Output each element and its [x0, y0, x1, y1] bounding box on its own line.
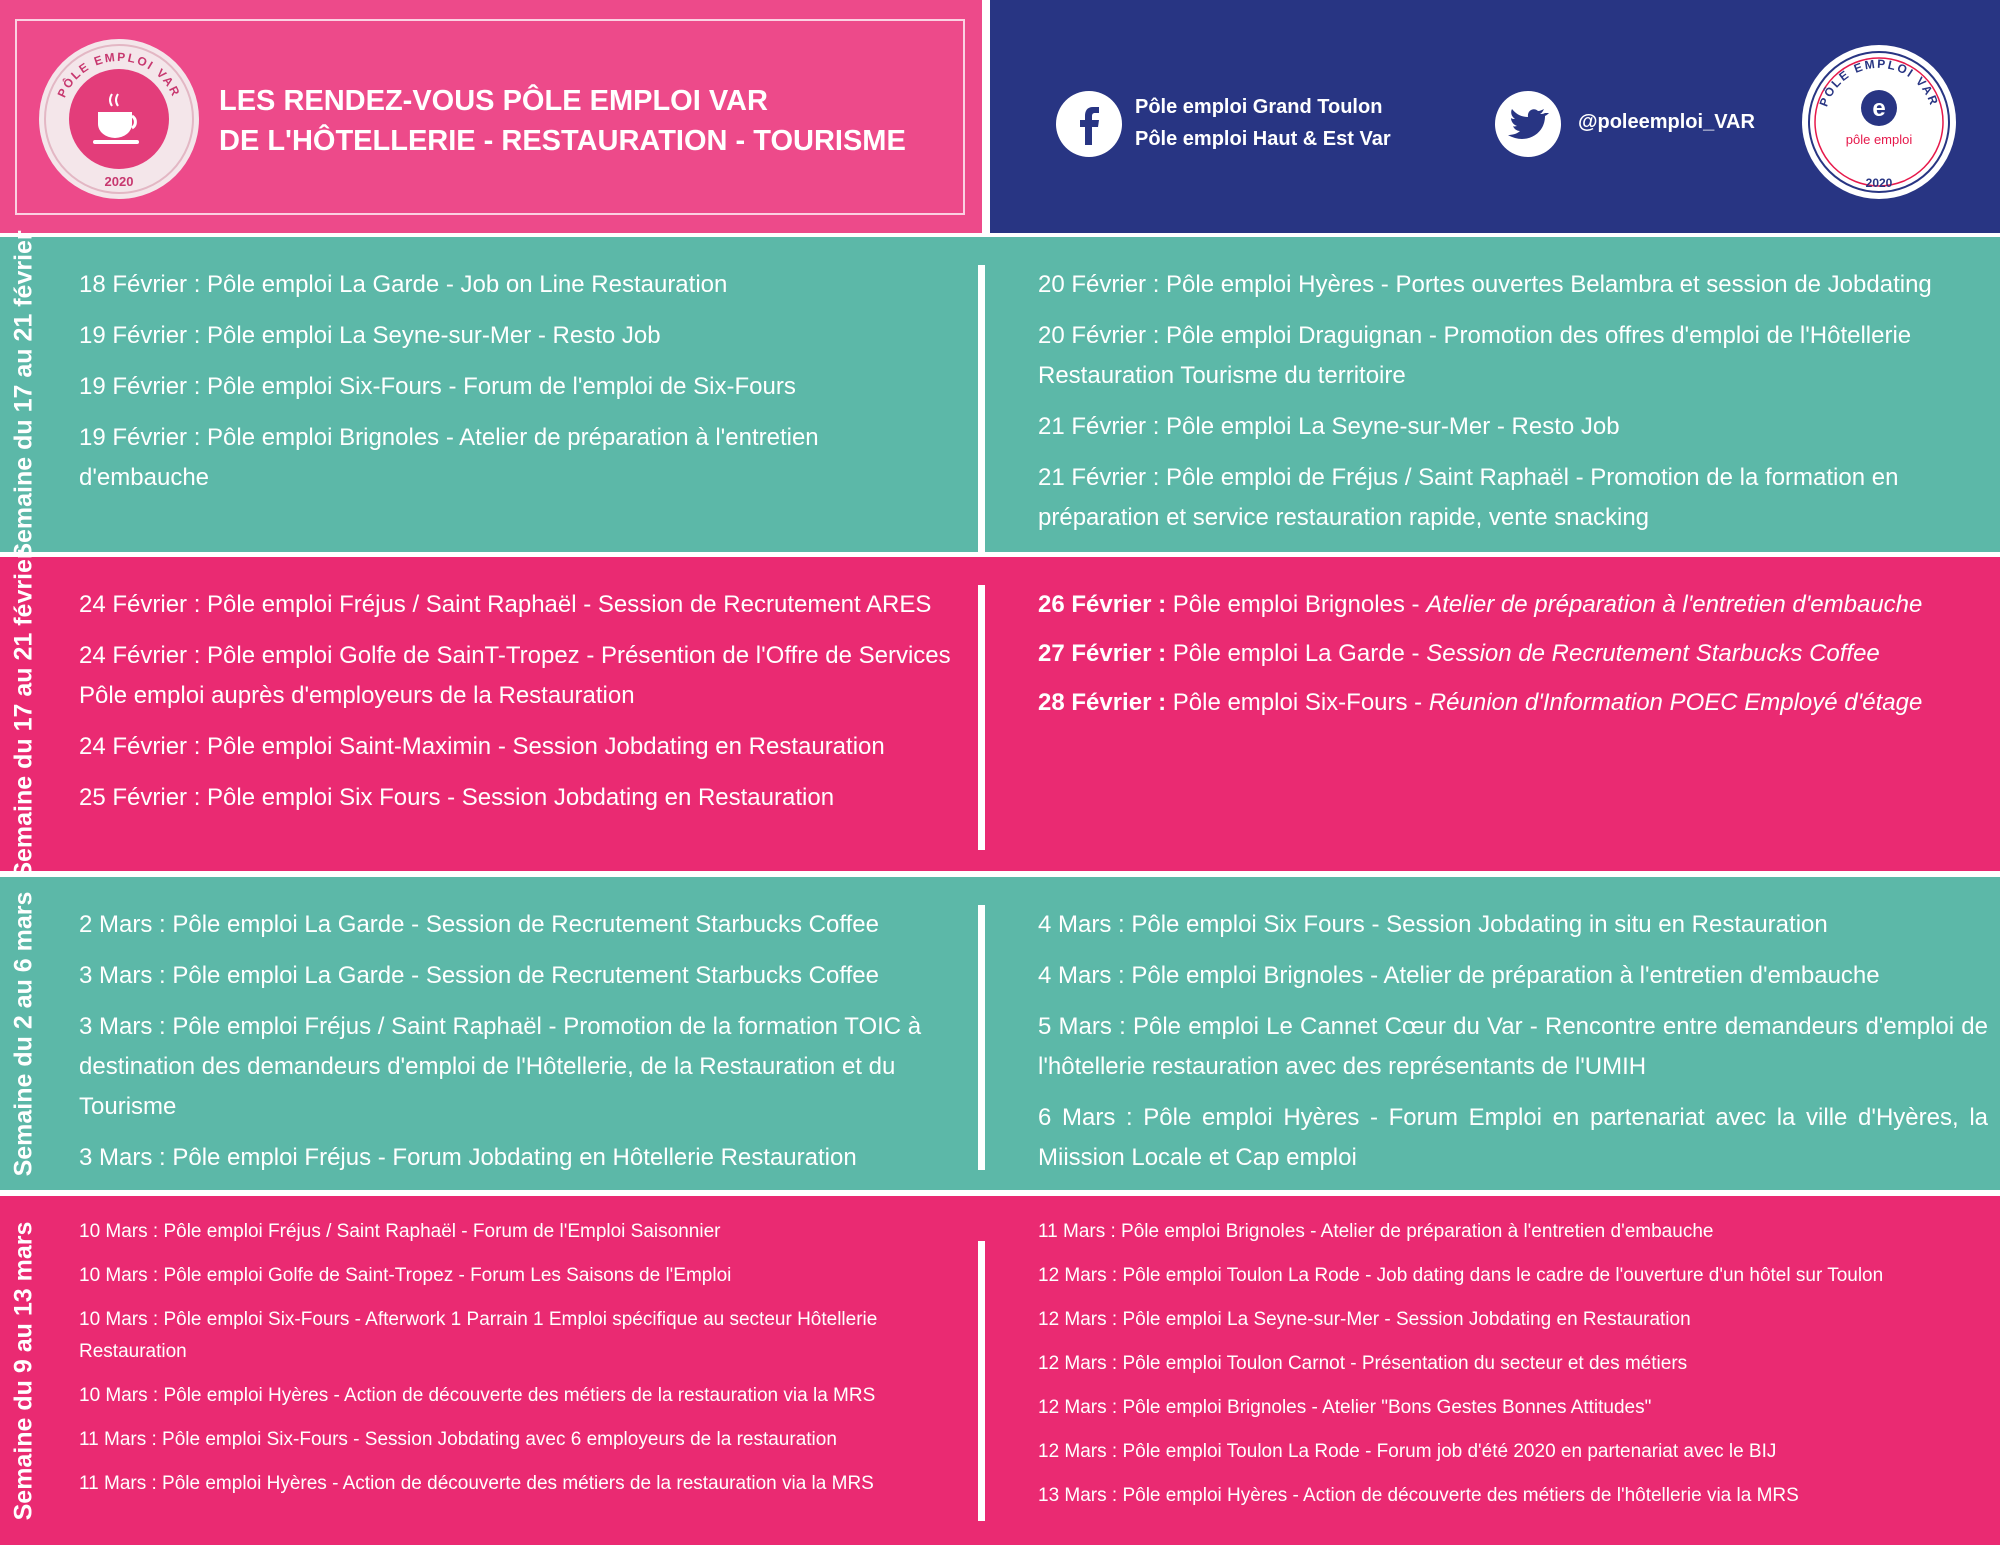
event-item: 5 Mars : Pôle emploi Le Cannet Cœur du V… [1038, 1013, 1988, 1080]
week-label: Semaine du 9 au 13 mars [9, 1221, 38, 1520]
event-item: 24 Février : Pôle emploi Saint-Maximin -… [79, 733, 885, 760]
event-item: 10 Mars : Pôle emploi Hyères - Action de… [79, 1385, 876, 1406]
event-item: 6 Mars : Pôle emploi Hyères - Forum Empl… [1038, 1104, 1988, 1171]
event-date: 28 Février : [1038, 689, 1167, 716]
event-item: 24 Février : Pôle emploi Golfe de SainT-… [79, 642, 951, 709]
event-item: 25 Février : Pôle emploi Six Fours - Ses… [79, 784, 835, 811]
event-item: 27 Février : Pôle emploi La Garde - Sess… [1038, 634, 1988, 674]
week-label: Semaine du 17 au 21 février [9, 549, 38, 879]
logo-year: 2020 [1866, 176, 1893, 190]
event-item: 24 Février : Pôle emploi Fréjus / Saint … [79, 591, 932, 618]
event-title: Session de Recrutement Starbucks Coffee [1426, 640, 1880, 667]
event-item: 21 Février : Pôle emploi de Fréjus / Sai… [1038, 464, 1899, 531]
divider [978, 905, 985, 1170]
column: 18 Février : Pôle emploi La Garde - Job … [79, 265, 954, 509]
event-item: 12 Mars : Pôle emploi Brignoles - Atelie… [1038, 1397, 1652, 1418]
event-date: 27 Février : [1038, 640, 1167, 667]
event-item: 12 Mars : Pôle emploi Toulon Carnot - Pr… [1038, 1353, 1688, 1374]
week-section: Semaine du 9 au 13 mars 10 Mars : Pôle em… [0, 1196, 2000, 1545]
header-left: PÔLE EMPLOI VAR 2020 LES RENDEZ-VOUS PÔL… [0, 0, 982, 233]
column: 11 Mars : Pôle emploi Brignoles - Atelie… [1038, 1216, 1988, 1524]
title-line: DE L'HÔTELLERIE - RESTAURATION - TOURISM… [219, 125, 906, 157]
frame [15, 19, 965, 215]
event-place: Pôle emploi La Garde - [1172, 640, 1420, 667]
event-item: 19 Février : Pôle emploi Brignoles - Ate… [79, 424, 819, 491]
header-right: Pôle emploi Grand Toulon Pôle emploi Hau… [990, 0, 2000, 233]
event-place: Pôle emploi Brignoles - [1172, 591, 1420, 618]
week-label-box: Semaine du 2 au 6 mars [0, 877, 48, 1190]
twitter-icon [1495, 91, 1561, 157]
divider [978, 1241, 985, 1521]
event-title: Atelier de préparation à l'entretien d'e… [1426, 591, 1923, 618]
facebook-icon [1056, 91, 1122, 157]
week-section: Semaine du 17 au 21 février 18 Février : … [0, 230, 2000, 559]
event-item: 11 Mars : Pôle emploi Hyères - Action de… [79, 1473, 874, 1494]
event-item: 11 Mars : Pôle emploi Brignoles - Atelie… [1038, 1221, 1714, 1242]
facebook-account: Pôle emploi Haut & Est Var [1135, 128, 1391, 150]
event-item: 19 Février : Pôle emploi La Seyne-sur-Me… [79, 322, 661, 349]
event-item: 13 Mars : Pôle emploi Hyères - Action de… [1038, 1485, 1799, 1506]
svg-text:e: e [1872, 95, 1885, 122]
event-item: 12 Mars : Pôle emploi Toulon La Rode - J… [1038, 1265, 1884, 1286]
column: 26 Février : Pôle emploi Brignoles - Ate… [1038, 585, 1988, 732]
logo-brand: pôle emploi [1846, 132, 1913, 147]
column: 4 Mars : Pôle emploi Six Fours - Session… [1038, 905, 1988, 1189]
week-section: Semaine du 2 au 6 mars 2 Mars : Pôle empl… [0, 877, 2000, 1190]
column: 10 Mars : Pôle emploi Fréjus / Saint Rap… [79, 1216, 954, 1512]
logo-left: PÔLE EMPLOI VAR 2020 [39, 39, 199, 199]
event-item: 12 Mars : Pôle emploi La Seyne-sur-Mer -… [1038, 1309, 1691, 1330]
event-item: 4 Mars : Pôle emploi Six Fours - Session… [1038, 911, 1828, 938]
title-line: LES RENDEZ-VOUS PÔLE EMPLOI VAR [219, 85, 768, 117]
event-item: 20 Février : Pôle emploi Hyères - Portes… [1038, 271, 1932, 298]
event-item: 3 Mars : Pôle emploi Fréjus - Forum Jobd… [79, 1144, 857, 1171]
event-item: 10 Mars : Pôle emploi Six-Fours - Afterw… [79, 1309, 878, 1362]
event-title: Réunion d'Information POEC Employé d'éta… [1428, 689, 1923, 716]
event-item: 19 Février : Pôle emploi Six-Fours - For… [79, 373, 796, 400]
event-item: 3 Mars : Pôle emploi La Garde - Session … [79, 962, 879, 989]
twitter-account: @poleemploi_VAR [1578, 111, 1755, 133]
event-item: 28 Février : Pôle emploi Six-Fours - Réu… [1038, 683, 1988, 723]
column: 24 Février : Pôle emploi Fréjus / Saint … [79, 585, 954, 829]
event-item: 11 Mars : Pôle emploi Six-Fours - Sessio… [79, 1429, 837, 1450]
event-item: 12 Mars : Pôle emploi Toulon La Rode - F… [1038, 1441, 1777, 1462]
event-item: 20 Février : Pôle emploi Draguignan - Pr… [1038, 322, 1912, 389]
event-date: 26 Février : [1038, 591, 1167, 618]
event-item: 18 Février : Pôle emploi La Garde - Job … [79, 271, 728, 298]
event-item: 26 Février : Pôle emploi Brignoles - Ate… [1038, 585, 1988, 625]
event-item: 4 Mars : Pôle emploi Brignoles - Atelier… [1038, 962, 1880, 989]
week-label: Semaine du 17 au 21 février [9, 229, 38, 560]
event-place: Pôle emploi Six-Fours - [1172, 689, 1423, 716]
week-section: Semaine du 17 au 21 février 24 Février : … [0, 549, 2000, 879]
column: 2 Mars : Pôle emploi La Garde - Session … [79, 905, 954, 1189]
event-item: 10 Mars : Pôle emploi Fréjus / Saint Rap… [79, 1221, 721, 1242]
week-label: Semaine du 2 au 6 mars [9, 891, 38, 1176]
event-item: 3 Mars : Pôle emploi Fréjus / Saint Raph… [79, 1013, 922, 1120]
week-label-box: Semaine du 17 au 21 février [0, 549, 48, 878]
week-label-box: Semaine du 17 au 21 février [0, 230, 48, 559]
logo-right: PÔLE EMPLOI VAR e pôle emploi 2020 [1802, 45, 1956, 199]
divider [978, 585, 985, 850]
facebook-account: Pôle emploi Grand Toulon [1135, 96, 1383, 118]
column: 20 Février : Pôle emploi Hyères - Portes… [1038, 265, 1988, 549]
event-item: 2 Mars : Pôle emploi La Garde - Session … [79, 911, 879, 938]
event-item: 10 Mars : Pôle emploi Golfe de Saint-Tro… [79, 1265, 732, 1286]
event-item: 21 Février : Pôle emploi La Seyne-sur-Me… [1038, 413, 1620, 440]
divider [978, 265, 985, 555]
logo-year: 2020 [105, 174, 134, 189]
week-label-box: Semaine du 9 au 13 mars [0, 1196, 48, 1545]
